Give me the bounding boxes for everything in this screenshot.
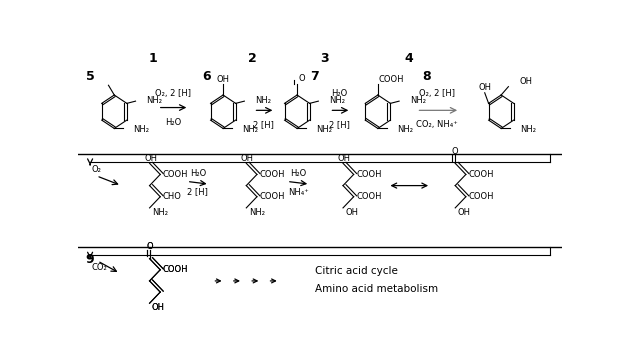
Text: COOH: COOH (260, 170, 285, 179)
Text: H₂O: H₂O (190, 169, 206, 177)
Text: CO₂: CO₂ (92, 263, 107, 272)
Text: COOH: COOH (468, 192, 494, 201)
Text: 2 [H]: 2 [H] (329, 120, 350, 129)
Text: OH: OH (152, 303, 165, 312)
Text: 4: 4 (405, 52, 414, 65)
Text: NH₂: NH₂ (134, 125, 150, 134)
Text: OH: OH (478, 83, 491, 92)
Text: COOH: COOH (379, 75, 404, 84)
Text: OH: OH (520, 77, 532, 86)
Text: COOH: COOH (356, 170, 381, 179)
Text: COOH: COOH (356, 192, 381, 201)
Text: 2: 2 (248, 52, 256, 65)
Text: O₂, 2 [H]: O₂, 2 [H] (155, 89, 191, 98)
Text: COOH: COOH (260, 192, 285, 201)
Text: NH₂: NH₂ (152, 208, 168, 217)
Text: NH₂: NH₂ (410, 96, 426, 105)
Text: NH₂: NH₂ (146, 96, 162, 105)
Text: OH: OH (241, 154, 254, 163)
Text: Amino acid metabolism: Amino acid metabolism (315, 284, 438, 294)
Text: OH: OH (217, 75, 230, 84)
Text: COOH: COOH (163, 170, 188, 179)
Text: NH₄⁺: NH₄⁺ (288, 188, 309, 197)
Text: O: O (146, 243, 153, 252)
Text: COOH: COOH (163, 265, 188, 274)
Text: NH₂: NH₂ (329, 96, 345, 105)
Text: OH: OH (152, 303, 165, 312)
Text: 9: 9 (85, 253, 94, 266)
Text: NH₂: NH₂ (520, 125, 537, 134)
Text: NH₂: NH₂ (255, 96, 271, 105)
Text: COOH: COOH (468, 170, 494, 179)
Text: O₂, 2 [H]: O₂, 2 [H] (419, 89, 456, 98)
Text: OH: OH (144, 154, 157, 163)
Text: NH₂: NH₂ (397, 125, 413, 134)
Text: O: O (146, 243, 153, 252)
Text: H₂O: H₂O (290, 169, 306, 177)
Text: 8: 8 (422, 70, 431, 83)
Text: 2 [H]: 2 [H] (253, 120, 274, 129)
Text: 7: 7 (311, 70, 319, 83)
Text: CHO: CHO (163, 192, 182, 201)
Text: COOH: COOH (163, 265, 188, 274)
Text: NH₂: NH₂ (242, 125, 258, 134)
Text: H₂O: H₂O (165, 118, 181, 127)
Text: OH: OH (457, 208, 470, 217)
Text: O₂: O₂ (92, 165, 102, 174)
Text: 5: 5 (85, 70, 94, 83)
Text: OH: OH (338, 154, 351, 163)
Text: O: O (298, 74, 305, 83)
Text: O: O (452, 147, 459, 156)
Text: CO₂, NH₄⁺: CO₂, NH₄⁺ (416, 120, 458, 129)
Text: 3: 3 (320, 52, 329, 65)
Text: H₂O: H₂O (331, 89, 348, 98)
Text: 6: 6 (202, 70, 210, 83)
Text: OH: OH (346, 208, 358, 217)
Text: NH₂: NH₂ (316, 125, 333, 134)
Text: 2 [H]: 2 [H] (187, 187, 208, 196)
Text: Citric acid cycle: Citric acid cycle (315, 266, 398, 275)
Text: 1: 1 (149, 52, 157, 65)
Text: NH₂: NH₂ (249, 208, 265, 217)
